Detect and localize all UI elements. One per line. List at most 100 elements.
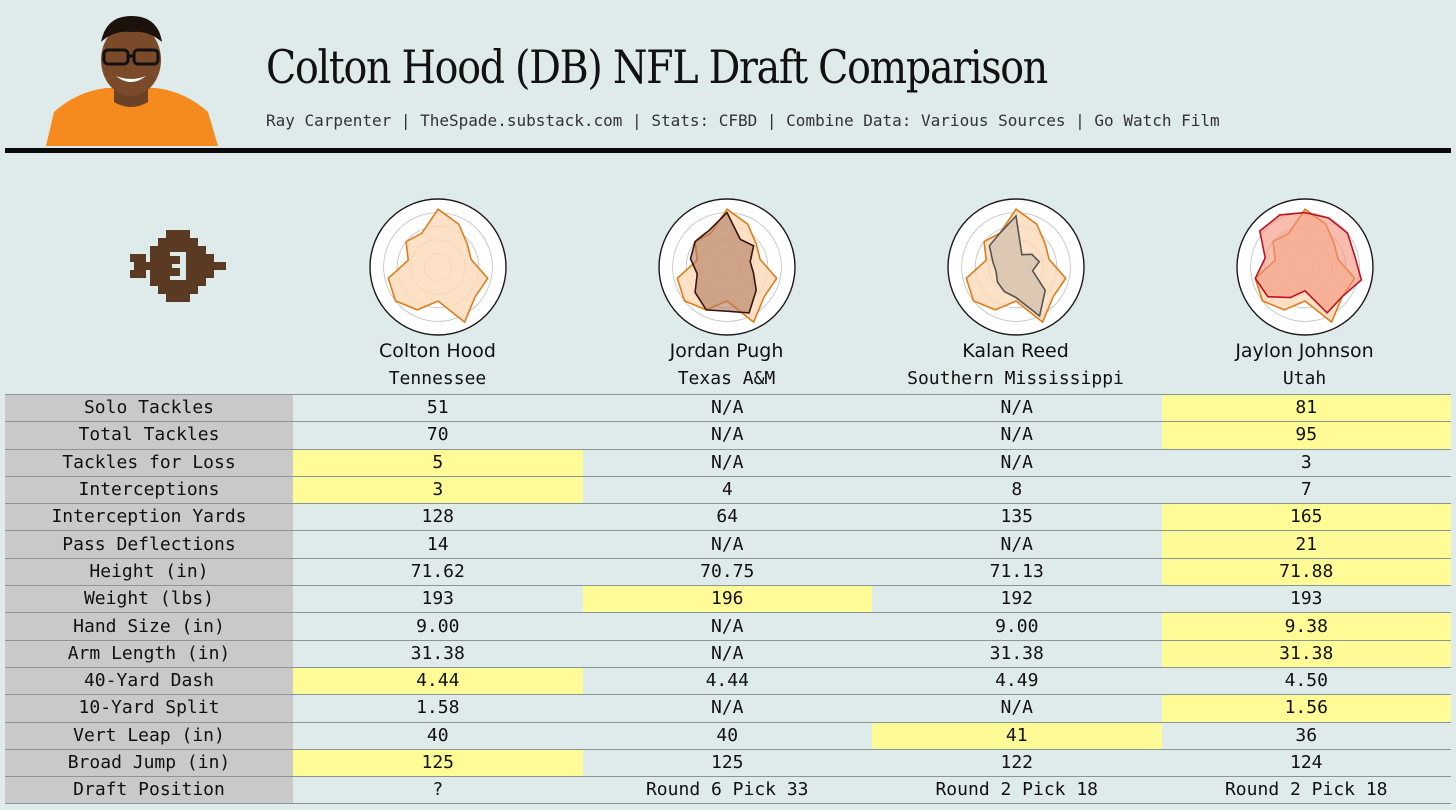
- table-cell: N/A: [582, 530, 872, 559]
- table-cell: 71.62: [293, 557, 583, 587]
- table-cell: N/A: [872, 448, 1162, 477]
- table-cell: 9.00: [872, 612, 1162, 641]
- table-cell: 21: [1161, 530, 1451, 559]
- table-cell: 4.50: [1161, 666, 1451, 696]
- table-cell: 31.38: [1161, 639, 1451, 668]
- table-cell: 31.38: [293, 639, 583, 668]
- table-cell: 5: [293, 448, 583, 477]
- table-cell: 40: [582, 721, 872, 750]
- table-cell: 165: [1161, 503, 1451, 532]
- table-cell: N/A: [582, 612, 872, 641]
- table-cell: N/A: [582, 393, 872, 423]
- row-label: Height (in): [5, 557, 293, 587]
- table-row: Weight (lbs) 193 196 192 193: [5, 585, 1451, 614]
- header: Colton Hood (DB) NFL Draft Comparison Ra…: [0, 0, 1456, 150]
- player-school: Southern Mississippi: [907, 368, 1124, 389]
- table-cell: 3: [1161, 448, 1451, 477]
- table-cell: 128: [293, 503, 583, 532]
- table-cell: 40: [293, 721, 583, 750]
- row-label: Solo Tackles: [5, 393, 293, 423]
- player-column-3: Jaylon Johnson Utah: [1160, 196, 1449, 394]
- table-cell: N/A: [872, 694, 1162, 723]
- row-label: Broad Jump (in): [5, 748, 293, 778]
- table-cell: Round 2 Pick 18: [1161, 776, 1451, 805]
- row-label: Draft Position: [5, 776, 293, 805]
- radar-chart: [1236, 198, 1374, 336]
- table-cell: 4.44: [582, 666, 872, 696]
- table-cell: 1.58: [293, 694, 583, 723]
- table-cell: 125: [582, 748, 872, 778]
- table-cell: 9.38: [1161, 612, 1451, 641]
- table-row: Tackles for Loss 5 N/A N/A 3: [5, 448, 1451, 477]
- table-cell: 36: [1161, 721, 1451, 750]
- table-cell: 81: [1161, 393, 1451, 423]
- table-cell: 7: [1161, 475, 1451, 505]
- radar-chart: [658, 198, 796, 336]
- table-row: Arm Length (in) 31.38 N/A 31.38 31.38: [5, 639, 1451, 668]
- table-cell: N/A: [872, 393, 1162, 423]
- table-cell: N/A: [582, 694, 872, 723]
- table-row: Interception Yards 128 64 135 165: [5, 503, 1451, 532]
- table-row: Height (in) 71.62 70.75 71.13 71.88: [5, 557, 1451, 587]
- row-label: 10-Yard Split: [5, 694, 293, 723]
- table-cell: N/A: [582, 448, 872, 477]
- table-cell: 4: [582, 475, 872, 505]
- table-cell: 135: [872, 503, 1162, 532]
- player-column-0: Colton Hood Tennessee: [293, 196, 582, 394]
- header-divider: [5, 148, 1451, 153]
- player-photo: [46, 16, 218, 146]
- row-label: Vert Leap (in): [5, 721, 293, 750]
- player-school: Utah: [1282, 368, 1327, 389]
- table-cell: 70.75: [582, 557, 872, 587]
- player-name: Kalan Reed: [962, 340, 1069, 362]
- table-cell: N/A: [582, 639, 872, 668]
- player-column-1: Jordan Pugh Texas A&M: [582, 196, 871, 394]
- radar-series-base: [387, 208, 489, 324]
- table-cell: 31.38: [872, 639, 1162, 668]
- table-cell: 192: [872, 585, 1162, 614]
- comparison-table: Solo Tackles 51 N/A N/A 81 Total Tackles 70 N/A…: [5, 393, 1451, 805]
- table-cell: N/A: [582, 421, 872, 450]
- player-column-2: Kalan Reed Southern Mississippi: [871, 196, 1160, 394]
- table-row: Solo Tackles 51 N/A N/A 81: [5, 393, 1451, 423]
- table-row: Broad Jump (in) 125 125 122 124: [5, 748, 1451, 778]
- radar-series-player: [1254, 211, 1363, 315]
- player-school: Texas A&M: [677, 368, 776, 389]
- table-cell: 4.44: [293, 666, 583, 696]
- page-title: Colton Hood (DB) NFL Draft Comparison: [266, 40, 1048, 94]
- table-cell: 95: [1161, 421, 1451, 450]
- table-cell: 4.49: [872, 666, 1162, 696]
- table-cell: 193: [293, 585, 583, 614]
- table-cell: ?: [293, 776, 583, 805]
- table-cell: 71.88: [1161, 557, 1451, 587]
- table-cell: 14: [293, 530, 583, 559]
- table-row: Pass Deflections 14 N/A N/A 21: [5, 530, 1451, 559]
- player-name: Jordan Pugh: [669, 340, 784, 362]
- row-label: Interception Yards: [5, 503, 293, 532]
- table-cell: N/A: [872, 421, 1162, 450]
- table-cell: 41: [872, 721, 1162, 750]
- table-cell: 8: [872, 475, 1162, 505]
- table-cell: 3: [293, 475, 583, 505]
- table-cell: 71.13: [872, 557, 1162, 587]
- table-cell: Round 2 Pick 18: [872, 776, 1162, 805]
- table-row: Hand Size (in) 9.00 N/A 9.00 9.38: [5, 612, 1451, 641]
- table-cell: 1.56: [1161, 694, 1451, 723]
- player-name: Jaylon Johnson: [1235, 340, 1374, 362]
- table-cell: N/A: [872, 530, 1162, 559]
- row-label: Total Tackles: [5, 421, 293, 450]
- table-cell: 64: [582, 503, 872, 532]
- table-cell: 122: [872, 748, 1162, 778]
- table-row: Interceptions 3 4 8 7: [5, 475, 1451, 505]
- row-label: Tackles for Loss: [5, 448, 293, 477]
- team-logo-icon: [130, 230, 226, 302]
- table-cell: 193: [1161, 585, 1451, 614]
- row-label: Pass Deflections: [5, 530, 293, 559]
- table-cell: 70: [293, 421, 583, 450]
- table-cell: 124: [1161, 748, 1451, 778]
- radar-chart: [947, 198, 1085, 336]
- table-row: 10-Yard Split 1.58 N/A N/A 1.56: [5, 694, 1451, 723]
- table-row: Vert Leap (in) 40 40 41 36: [5, 721, 1451, 750]
- table-cell: 196: [582, 585, 872, 614]
- row-label: Weight (lbs): [5, 585, 293, 614]
